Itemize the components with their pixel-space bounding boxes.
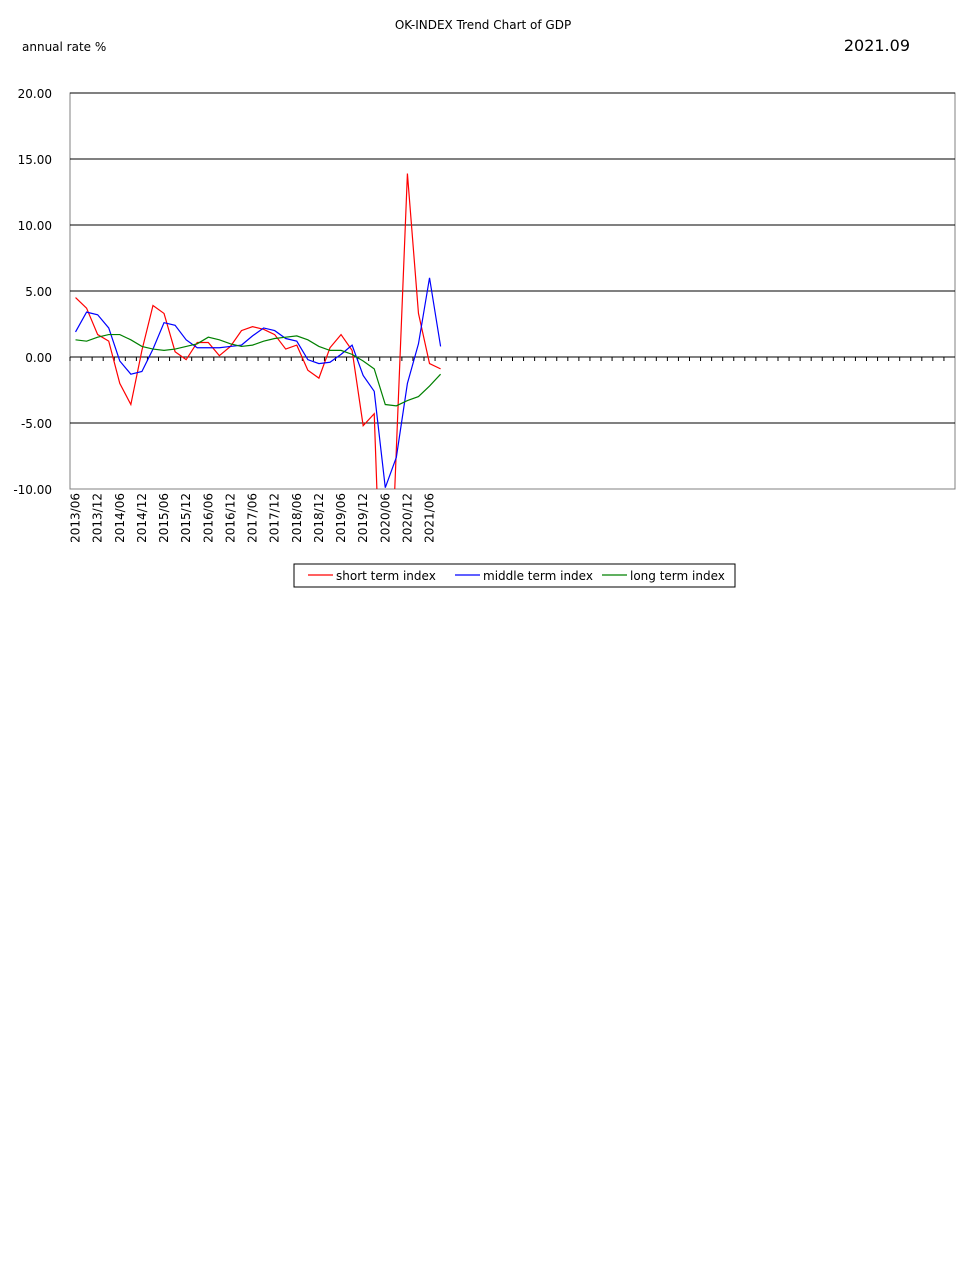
x-tick-label: 2018/06 xyxy=(290,493,304,543)
x-tick-label: 2015/06 xyxy=(157,493,171,543)
x-tick-label: 2020/06 xyxy=(378,493,392,543)
y-tick-label: 0.00 xyxy=(25,351,52,365)
x-tick-label: 2016/06 xyxy=(201,493,215,543)
series-lines xyxy=(75,173,442,489)
series-line xyxy=(75,277,442,488)
series-line xyxy=(75,333,442,407)
date-label: 2021.09 xyxy=(844,36,910,55)
legend-label: short term index xyxy=(336,569,436,583)
x-tick-label: 2017/06 xyxy=(246,493,260,543)
y-tick-label: 20.00 xyxy=(18,87,52,101)
grid xyxy=(69,92,955,424)
legend xyxy=(293,563,736,588)
chart-title: OK-INDEX Trend Chart of GDP xyxy=(395,18,571,32)
x-tick-label: 2021/06 xyxy=(423,493,437,543)
legend-label: long term index xyxy=(630,569,725,583)
x-tick-label: 2013/06 xyxy=(69,493,83,543)
y-tick-label: -5.00 xyxy=(21,417,52,431)
y-tick-label: 15.00 xyxy=(18,153,52,167)
y-tick-label: 5.00 xyxy=(25,285,52,299)
x-tick-label: 2014/06 xyxy=(113,493,127,543)
x-tick-label: 2020/12 xyxy=(400,493,414,543)
y-tick-label: 10.00 xyxy=(18,219,52,233)
y-tick-label: -10.00 xyxy=(13,483,52,497)
x-tick-label: 2019/06 xyxy=(334,493,348,543)
x-tick-label: 2014/12 xyxy=(135,493,149,543)
x-tick-label: 2013/12 xyxy=(91,493,105,543)
x-tick-label: 2015/12 xyxy=(179,493,193,543)
series-line xyxy=(75,173,441,489)
legend-label: middle term index xyxy=(483,569,593,583)
x-tick-label: 2019/12 xyxy=(356,493,370,543)
x-tick-label: 2018/12 xyxy=(312,493,326,543)
x-tick-label: 2017/12 xyxy=(268,493,282,543)
x-tick-label: 2016/12 xyxy=(223,493,237,543)
y-axis-label: annual rate % xyxy=(22,40,106,54)
